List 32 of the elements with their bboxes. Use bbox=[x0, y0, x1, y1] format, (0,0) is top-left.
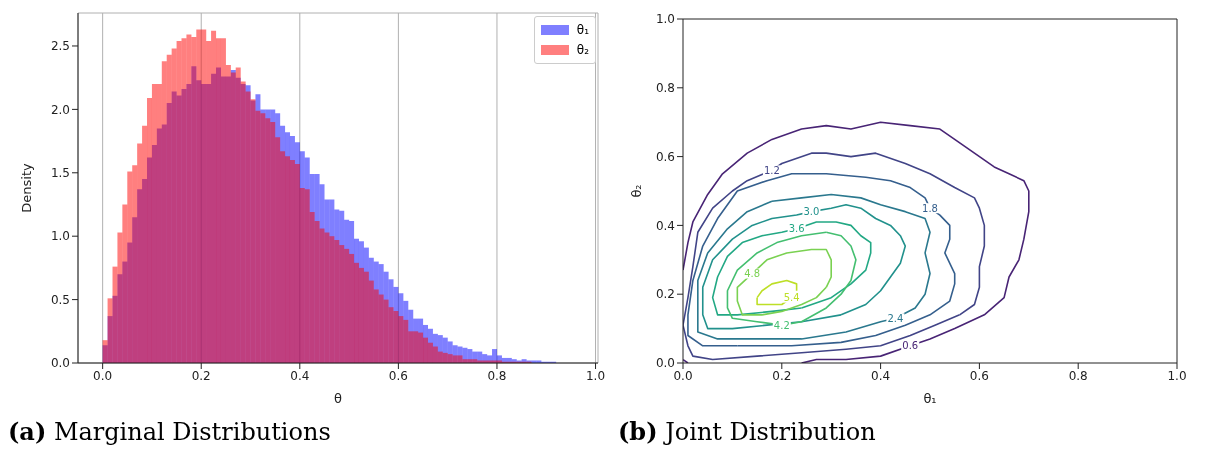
x-tick-label: 0.2 bbox=[191, 368, 211, 383]
x-axis-title: θ₁ bbox=[923, 391, 937, 406]
y-tick-label: 0.2 bbox=[655, 287, 675, 302]
y-tick-label: 2.0 bbox=[50, 102, 70, 117]
y-tick-label: 0.8 bbox=[655, 81, 675, 96]
y-tick-label: 1.0 bbox=[655, 12, 675, 27]
x-tick-label: 0.8 bbox=[487, 368, 507, 383]
x-tick-label: 1.0 bbox=[585, 368, 606, 383]
y-tick-label: 1.5 bbox=[50, 166, 70, 181]
y-tick-label: 0.4 bbox=[655, 218, 675, 233]
text: (a) Marginal Distributions bbox=[8, 417, 332, 446]
x-tick-label: 0.4 bbox=[290, 368, 310, 383]
y-tick-label: 0.6 bbox=[655, 149, 675, 164]
text: (b) Joint Distribution bbox=[618, 417, 877, 446]
x-tick-label: 0.8 bbox=[1068, 368, 1088, 383]
x-tick-label: 0.4 bbox=[871, 368, 891, 383]
x-axis-title: θ bbox=[334, 391, 343, 406]
x-tick-label: 0.6 bbox=[388, 368, 408, 383]
legend-label: θ₂ bbox=[576, 43, 589, 57]
y-axis-title: θ₂ bbox=[628, 184, 644, 198]
y-tick-label: 0.0 bbox=[50, 356, 70, 371]
x-tick-label: 1.0 bbox=[1167, 368, 1187, 383]
x-tick-label: 0.0 bbox=[93, 368, 113, 383]
x-tick-label: 0.0 bbox=[673, 368, 693, 383]
y-tick-label: 2.5 bbox=[50, 39, 70, 54]
legend-label: θ₁ bbox=[576, 23, 589, 37]
y-tick-label: 0.5 bbox=[50, 292, 70, 307]
y-tick-label: 1.0 bbox=[50, 229, 70, 244]
x-tick-label: 0.6 bbox=[969, 368, 989, 383]
y-axis-title: Density bbox=[18, 162, 34, 213]
x-tick-label: 0.2 bbox=[772, 368, 792, 383]
y-tick-label: 0.0 bbox=[655, 356, 675, 371]
